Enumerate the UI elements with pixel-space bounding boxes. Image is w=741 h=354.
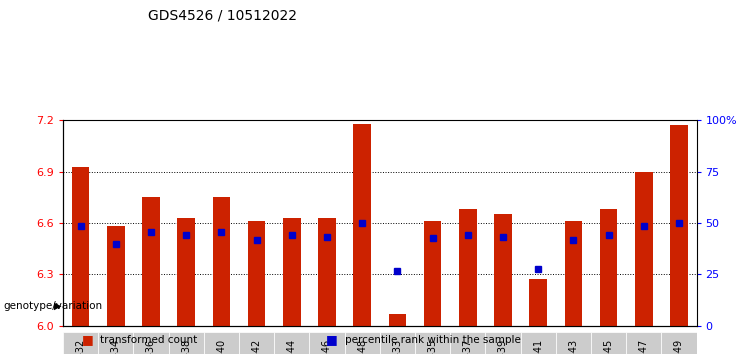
Text: GSM825446: GSM825446 (322, 339, 332, 354)
Bar (599, 209, 617, 326)
Bar (318, 218, 336, 326)
Text: GSM825436: GSM825436 (146, 339, 156, 354)
FancyBboxPatch shape (591, 332, 626, 354)
Bar (494, 215, 512, 326)
Text: GSM825445: GSM825445 (604, 339, 614, 354)
Text: GSM825440: GSM825440 (216, 339, 226, 354)
FancyBboxPatch shape (98, 332, 133, 354)
Bar (213, 198, 230, 326)
Text: GSM825439: GSM825439 (498, 339, 508, 354)
Bar (247, 221, 265, 326)
FancyBboxPatch shape (310, 332, 345, 354)
FancyBboxPatch shape (661, 332, 697, 354)
Text: transformed count: transformed count (100, 335, 197, 345)
FancyBboxPatch shape (168, 332, 204, 354)
Text: GSM825435: GSM825435 (428, 339, 437, 354)
FancyBboxPatch shape (415, 332, 450, 354)
FancyBboxPatch shape (520, 332, 556, 354)
Text: GSM825438: GSM825438 (182, 339, 191, 354)
FancyBboxPatch shape (274, 332, 310, 354)
Text: GSM825448: GSM825448 (357, 339, 367, 354)
Text: GSM825434: GSM825434 (111, 339, 121, 354)
FancyBboxPatch shape (345, 332, 379, 354)
Text: GSM825443: GSM825443 (568, 339, 578, 354)
Bar (459, 209, 476, 326)
FancyBboxPatch shape (204, 332, 239, 354)
FancyBboxPatch shape (626, 332, 661, 354)
Text: GDS4526 / 10512022: GDS4526 / 10512022 (148, 9, 297, 23)
Text: genotype/variation: genotype/variation (4, 301, 103, 311)
Text: GSM825449: GSM825449 (674, 339, 684, 354)
Text: GSM825432: GSM825432 (76, 339, 85, 354)
Bar (107, 227, 124, 326)
FancyBboxPatch shape (133, 332, 168, 354)
Text: GSM825444: GSM825444 (287, 339, 296, 354)
Text: GSM825441: GSM825441 (534, 339, 543, 354)
Text: GSM825437: GSM825437 (463, 339, 473, 354)
FancyBboxPatch shape (450, 332, 485, 354)
FancyBboxPatch shape (379, 332, 415, 354)
Text: GSM825447: GSM825447 (639, 339, 648, 354)
Text: ▶: ▶ (54, 301, 62, 311)
Bar (142, 198, 160, 326)
Text: percentile rank within the sample: percentile rank within the sample (345, 335, 520, 345)
FancyBboxPatch shape (239, 332, 274, 354)
Bar (283, 218, 301, 326)
FancyBboxPatch shape (485, 332, 520, 354)
Bar (72, 167, 90, 326)
FancyBboxPatch shape (556, 332, 591, 354)
Text: ■: ■ (82, 333, 93, 346)
Bar (529, 280, 547, 326)
Bar (670, 126, 688, 326)
FancyBboxPatch shape (63, 332, 98, 354)
Bar (424, 221, 442, 326)
Bar (635, 172, 653, 326)
Bar (565, 221, 582, 326)
Bar (388, 314, 406, 326)
Bar (353, 124, 371, 326)
Text: GSM825442: GSM825442 (252, 339, 262, 354)
Text: GSM825433: GSM825433 (393, 339, 402, 354)
Bar (177, 218, 195, 326)
Text: ■: ■ (326, 333, 338, 346)
